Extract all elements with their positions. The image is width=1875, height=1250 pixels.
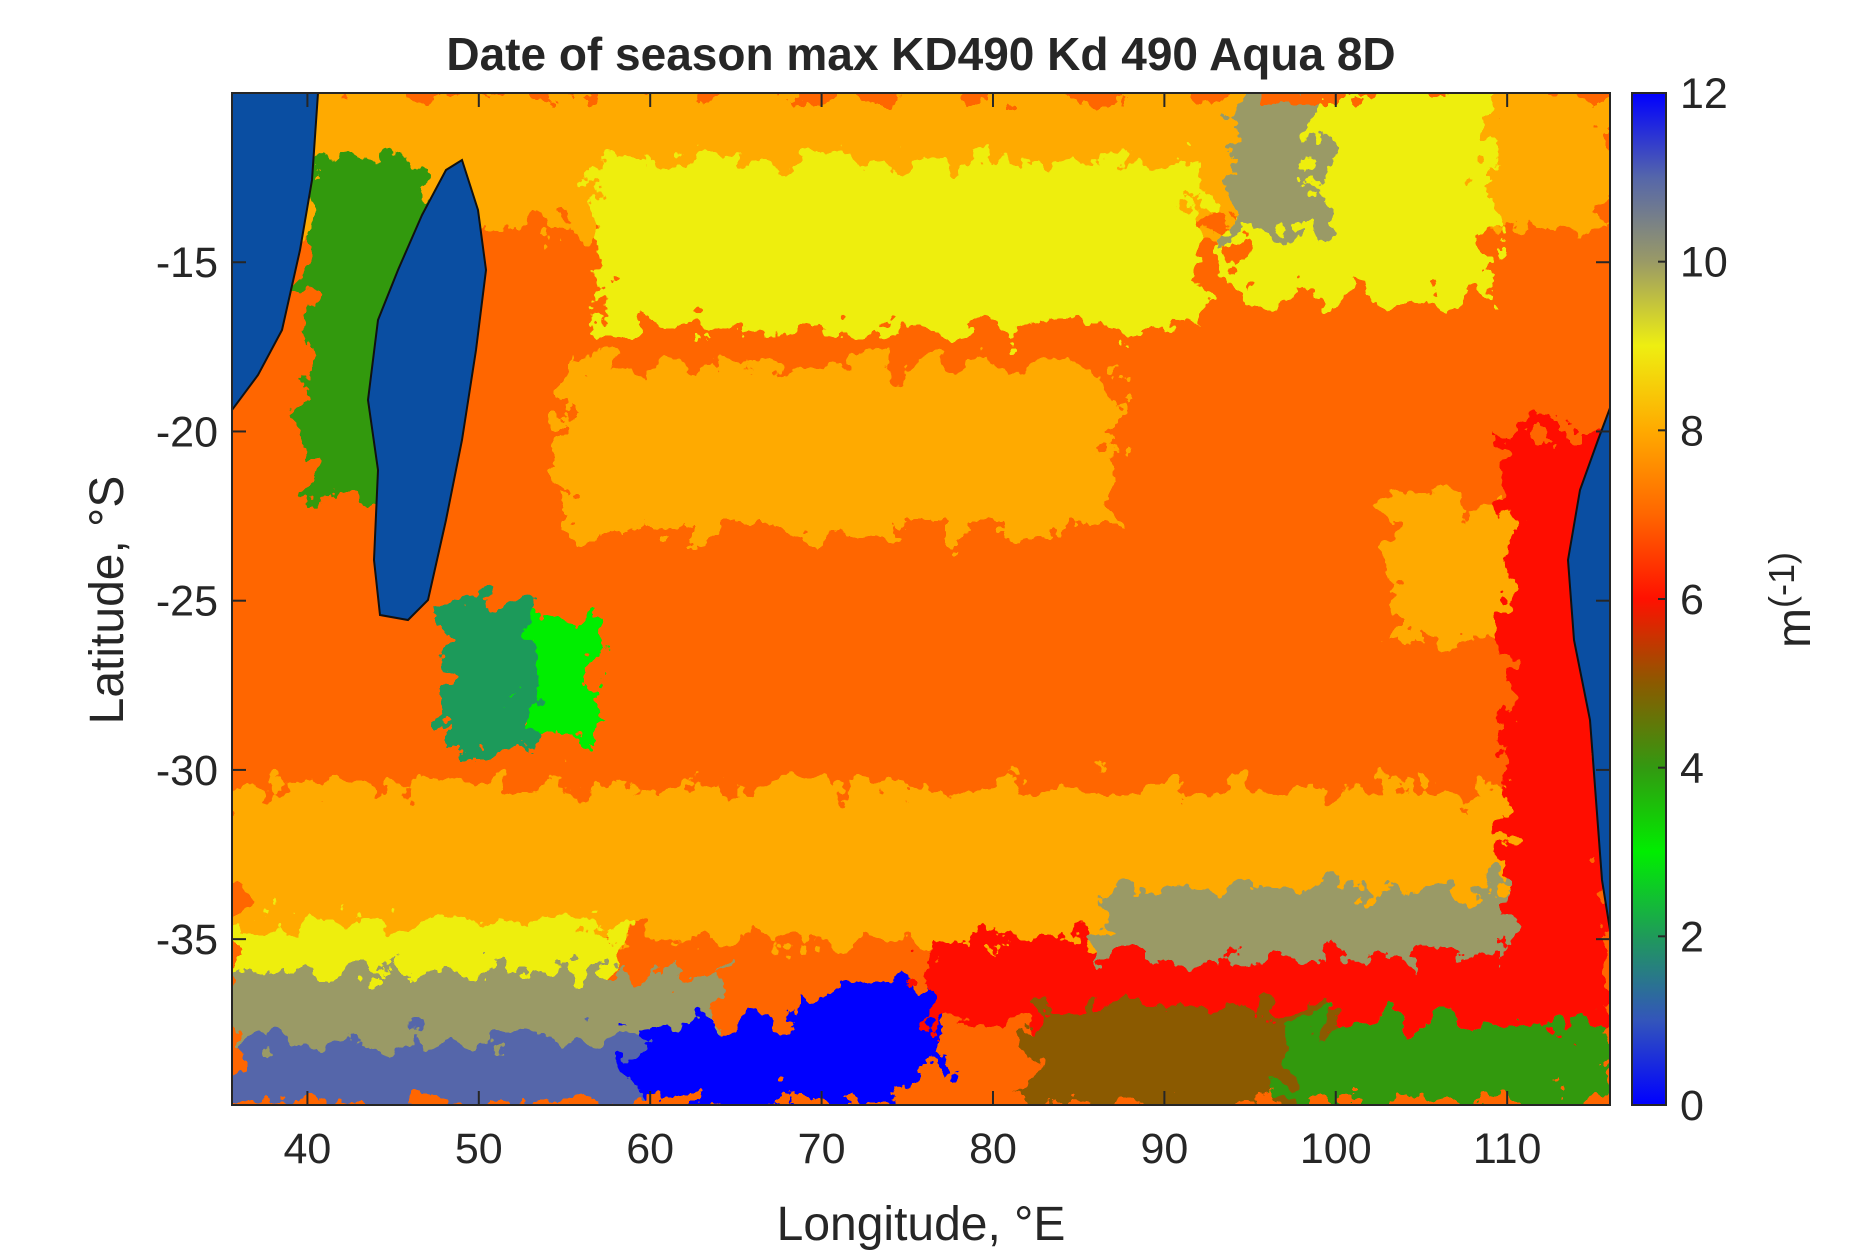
y-tick-label: -15 <box>156 239 218 287</box>
y-tick-label: -30 <box>156 747 218 795</box>
x-tick-label: 50 <box>455 1125 503 1173</box>
value-region <box>444 600 531 753</box>
y-tick-label: -20 <box>156 408 218 456</box>
x-tick-label: 40 <box>283 1125 331 1173</box>
land-masses <box>232 93 1610 931</box>
colorbar-ticks: 0 2 4 6 8 10 12 <box>1658 70 1728 1130</box>
x-axis-ticks: 40 50 60 70 80 90 100 110 <box>283 93 1541 1173</box>
madagascar-landmass <box>366 158 488 622</box>
map-plot-area <box>232 93 1610 1105</box>
colorbar-tick-label: 6 <box>1680 576 1704 624</box>
value-region <box>1284 1023 1610 1105</box>
australia-landmass <box>1566 407 1610 931</box>
x-tick-label: 100 <box>1300 1125 1372 1173</box>
x-axis-label: Longitude, °E <box>777 1198 1066 1250</box>
colorbar-tick-label: 10 <box>1680 239 1728 287</box>
colorbar-label-sup: (-1) <box>1761 552 1802 608</box>
x-tick-label: 60 <box>626 1125 674 1173</box>
value-region <box>1387 499 1508 635</box>
y-axis-label: Latitude, °S <box>81 476 134 725</box>
y-tick-label: -25 <box>156 578 218 626</box>
value-region <box>564 363 1113 533</box>
colorbar-tick-label: 12 <box>1680 70 1728 118</box>
value-region <box>804 989 942 1075</box>
value-region <box>598 160 1199 330</box>
colorbar: 0 2 4 6 8 10 12 m(-1) <box>1631 70 1821 1130</box>
chart-title: Date of season max KD490 Kd 490 Aqua 8D <box>446 28 1395 80</box>
value-regions <box>232 93 1610 1105</box>
colorbar-tick-label: 4 <box>1680 745 1704 793</box>
value-region <box>1232 93 1319 229</box>
colorbar-tick-label: 8 <box>1680 407 1704 455</box>
y-tick-label: -35 <box>156 916 218 964</box>
x-tick-label: 80 <box>969 1125 1017 1173</box>
colorbar-tick-label: 0 <box>1680 1082 1704 1130</box>
colorbar-label-base: m <box>1768 608 1821 648</box>
value-region <box>232 1040 651 1105</box>
plot-frame <box>231 92 1611 1106</box>
x-tick-label: 90 <box>1140 1125 1188 1173</box>
colorbar-label: m(-1) <box>1761 552 1821 648</box>
y-axis-ticks: -15 -20 -25 -30 -35 <box>156 239 1610 964</box>
africa-landmass <box>232 93 320 412</box>
x-tick-label: 70 <box>798 1125 846 1173</box>
x-tick-label: 110 <box>1473 1125 1542 1173</box>
colorbar-tick-label: 2 <box>1680 913 1704 961</box>
